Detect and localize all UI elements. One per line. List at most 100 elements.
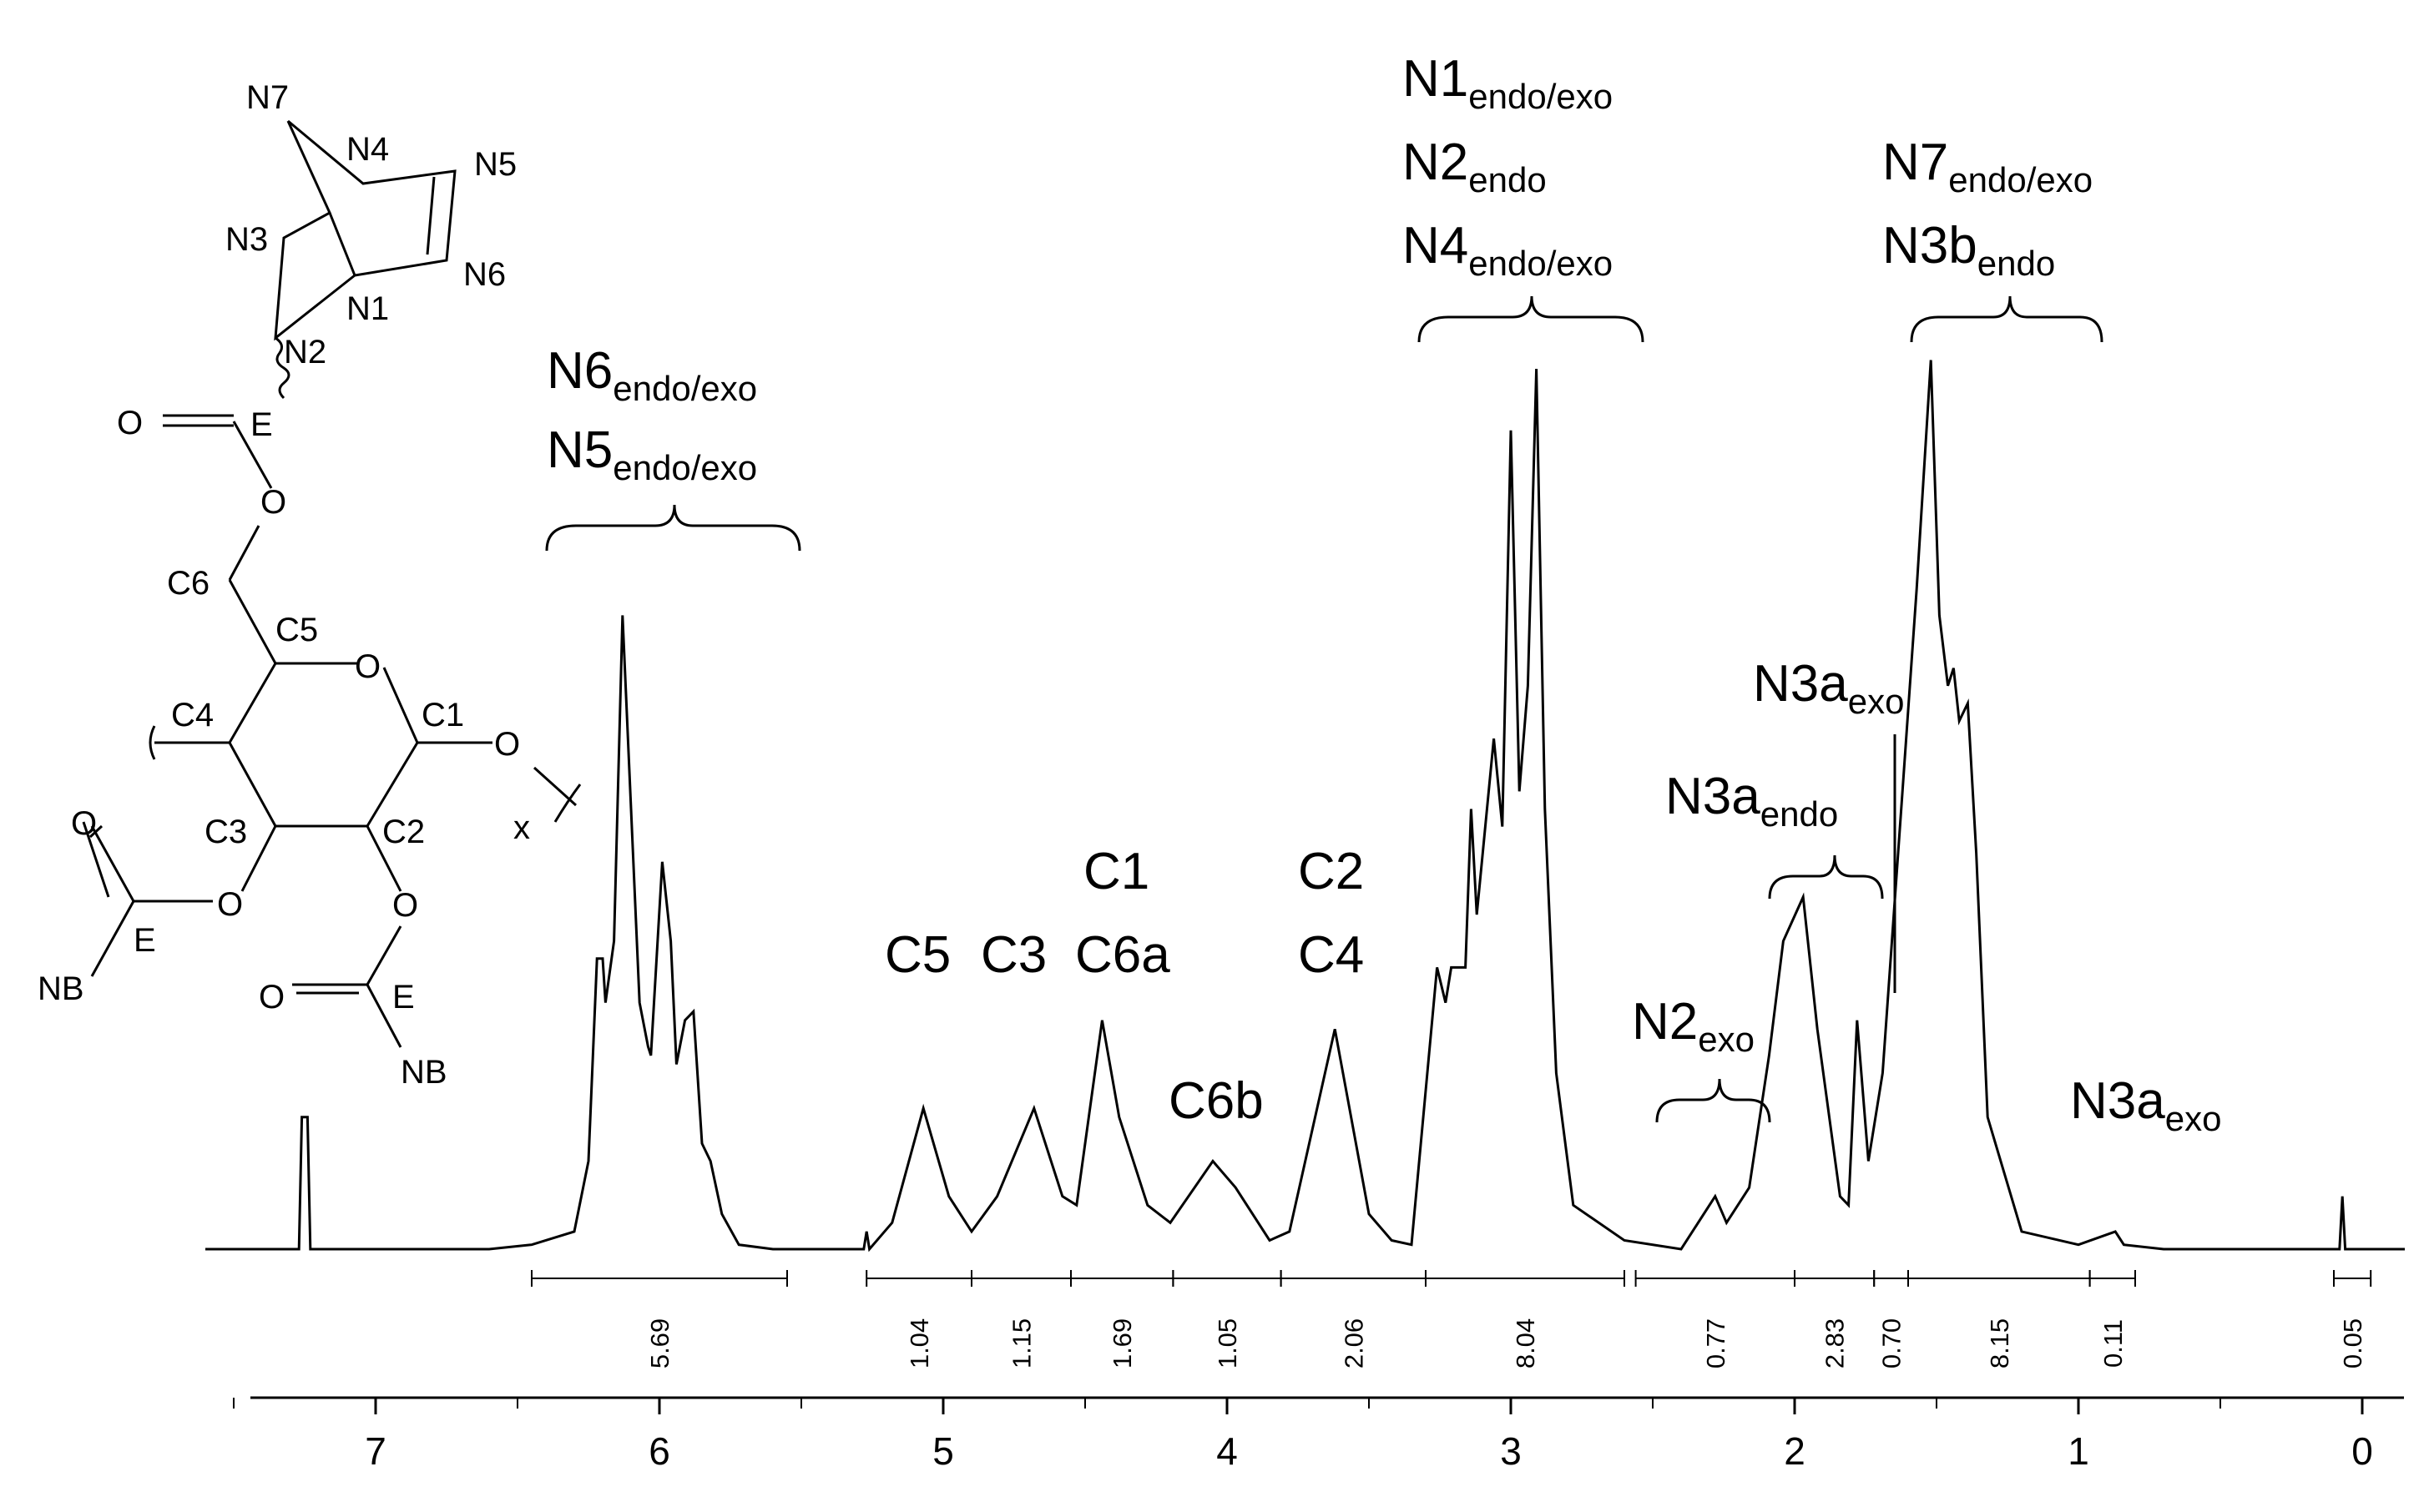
integral-segment: 8.04 xyxy=(1425,1270,1625,1368)
brace-N6-N5 xyxy=(545,504,801,552)
x-tick-label: 3 xyxy=(1500,1429,1522,1473)
x-axis: 7 6 5 4 3 2 1 0 xyxy=(233,1396,2404,1473)
annotation-C1: C1 xyxy=(1083,843,1149,900)
atom-O-ester-3: O xyxy=(217,886,243,923)
integral-bracket xyxy=(971,1270,1072,1287)
integral-segment: 1.15 xyxy=(971,1270,1072,1368)
annotation-N3a-exo-lower: N3aexo xyxy=(2070,1072,2221,1138)
brace-N1-N2-N4 xyxy=(1417,295,1644,343)
integral-value: 0.77 xyxy=(1701,1318,1730,1368)
atom-C5: C5 xyxy=(275,612,318,648)
integral-value: 1.15 xyxy=(1007,1318,1037,1368)
atom-E-2: E xyxy=(392,979,415,1016)
integral-value: 0.70 xyxy=(1877,1318,1906,1368)
chemical-structure: N7 N4 N5 N3 N6 N1 N2 E O O C6 C5 O C4 C1… xyxy=(38,79,582,1091)
structure-bonds xyxy=(82,119,582,1048)
integral-value: 0.11 xyxy=(2098,1319,2128,1368)
integral-value: 5.69 xyxy=(645,1318,674,1368)
annotation-C6b: C6b xyxy=(1169,1072,1264,1130)
atom-O-carbonyl-2: O xyxy=(259,979,285,1016)
atom-O-ring: O xyxy=(355,648,381,685)
x-tick-label: 1 xyxy=(2068,1429,2089,1473)
integral-bracket xyxy=(1794,1270,1876,1287)
x-tick-label: 5 xyxy=(932,1429,954,1473)
integral-bracket xyxy=(1280,1270,1427,1287)
integral-value: 8.15 xyxy=(1985,1318,2014,1368)
annotation-C4: C4 xyxy=(1298,926,1364,984)
integral-value: 1.04 xyxy=(905,1318,934,1368)
atom-C1: C1 xyxy=(422,697,464,733)
atom-E-3: E xyxy=(134,922,156,959)
integral-segment: 0.77 xyxy=(1634,1270,1795,1368)
annotation-C5: C5 xyxy=(885,926,951,984)
annotation-N3b: N3bendo xyxy=(1882,217,2055,283)
integral-bracket xyxy=(531,1270,788,1287)
atom-N5: N5 xyxy=(474,146,517,183)
atom-C6: C6 xyxy=(167,565,210,602)
integral-segment: 0.05 xyxy=(2333,1270,2372,1368)
annotation-N2-exo: N2exo xyxy=(1632,993,1755,1059)
atom-O-carbonyl-3: O xyxy=(71,805,97,842)
annotation-N5: N5endo/exo xyxy=(547,421,757,487)
annotation-N6: N6endo/exo xyxy=(547,342,757,408)
brace-N2-exo xyxy=(1655,1078,1771,1123)
atom-O-carbonyl-1: O xyxy=(117,405,143,441)
brace-N7-N3b xyxy=(1910,295,2103,343)
annotation-C6a: C6a xyxy=(1075,926,1170,984)
atom-C2: C2 xyxy=(382,814,425,850)
integral-segment: 1.04 xyxy=(866,1270,972,1368)
integral-bracket xyxy=(1873,1270,1909,1287)
atom-C3: C3 xyxy=(205,814,247,850)
annotation-N2-endo: N2endo xyxy=(1402,134,1547,199)
atom-NB-2: NB xyxy=(401,1054,447,1091)
annotation-N4: N4endo/exo xyxy=(1402,217,1613,283)
x-tick-label: 4 xyxy=(1216,1429,1238,1473)
integral-bracket xyxy=(1907,1270,2091,1287)
integral-segment: 5.69 xyxy=(531,1270,788,1368)
integral-bracket xyxy=(1634,1270,1795,1287)
integral-segment: 1.69 xyxy=(1070,1270,1174,1368)
atom-N3: N3 xyxy=(225,221,268,258)
x-tick-label: 2 xyxy=(1784,1429,1805,1473)
integral-bracket xyxy=(1070,1270,1174,1287)
integral-segment: 2.06 xyxy=(1280,1270,1427,1368)
atom-E-1: E xyxy=(250,406,273,443)
annotation-C2: C2 xyxy=(1298,843,1364,900)
integral-segment: 0.11 xyxy=(2088,1270,2136,1368)
integral-segment: 1.05 xyxy=(1172,1270,1282,1368)
integral-segment: 2.83 xyxy=(1794,1270,1876,1368)
integral-value: 1.05 xyxy=(1213,1318,1242,1368)
integral-value: 2.83 xyxy=(1821,1318,1850,1368)
integral-value: 8.04 xyxy=(1511,1318,1540,1368)
integral-segment: 0.70 xyxy=(1873,1270,1909,1368)
annotation-C3: C3 xyxy=(981,926,1047,984)
integral-ruler: 5.69 1.04 1.15 1.69 1.05 2.06 8.04 0.77 2.83 0.70… xyxy=(531,1270,2372,1368)
x-tick-label: 6 xyxy=(649,1429,670,1473)
atom-C4: C4 xyxy=(171,697,214,733)
integral-bracket xyxy=(866,1270,972,1287)
x-tick-label: 7 xyxy=(365,1429,386,1473)
atom-N6: N6 xyxy=(463,256,506,293)
atom-O-ester-2: O xyxy=(392,887,418,924)
atom-N7: N7 xyxy=(246,79,289,116)
integral-bracket xyxy=(1425,1270,1625,1287)
brace-N3a-endo xyxy=(1768,854,1884,900)
integral-bracket xyxy=(2088,1270,2136,1287)
annotation-N3a-endo: N3aendo xyxy=(1665,768,1838,834)
atom-N2: N2 xyxy=(284,334,326,370)
atom-x: x xyxy=(513,809,530,846)
x-tick-label: 0 xyxy=(2351,1429,2373,1473)
integral-segment: 8.15 xyxy=(1907,1270,2091,1368)
annotation-N7: N7endo/exo xyxy=(1882,134,2093,199)
annotation-N1: N1endo/exo xyxy=(1402,50,1613,116)
atom-O-glycosidic: O xyxy=(494,726,520,763)
integral-value: 1.69 xyxy=(1108,1318,1137,1368)
atom-N1: N1 xyxy=(346,290,389,327)
integral-value: 2.06 xyxy=(1339,1318,1368,1368)
integral-bracket xyxy=(2333,1270,2372,1287)
annotation-N3a-exo-upper: N3aexo xyxy=(1753,655,1904,721)
spectrum-trace xyxy=(205,360,2405,1252)
peak-annotations: N6endo/exo N5endo/exo C5 C3 C1 C6a C6b C… xyxy=(545,50,2221,1138)
atom-N4: N4 xyxy=(346,131,389,168)
atom-NB-3: NB xyxy=(38,970,84,1007)
